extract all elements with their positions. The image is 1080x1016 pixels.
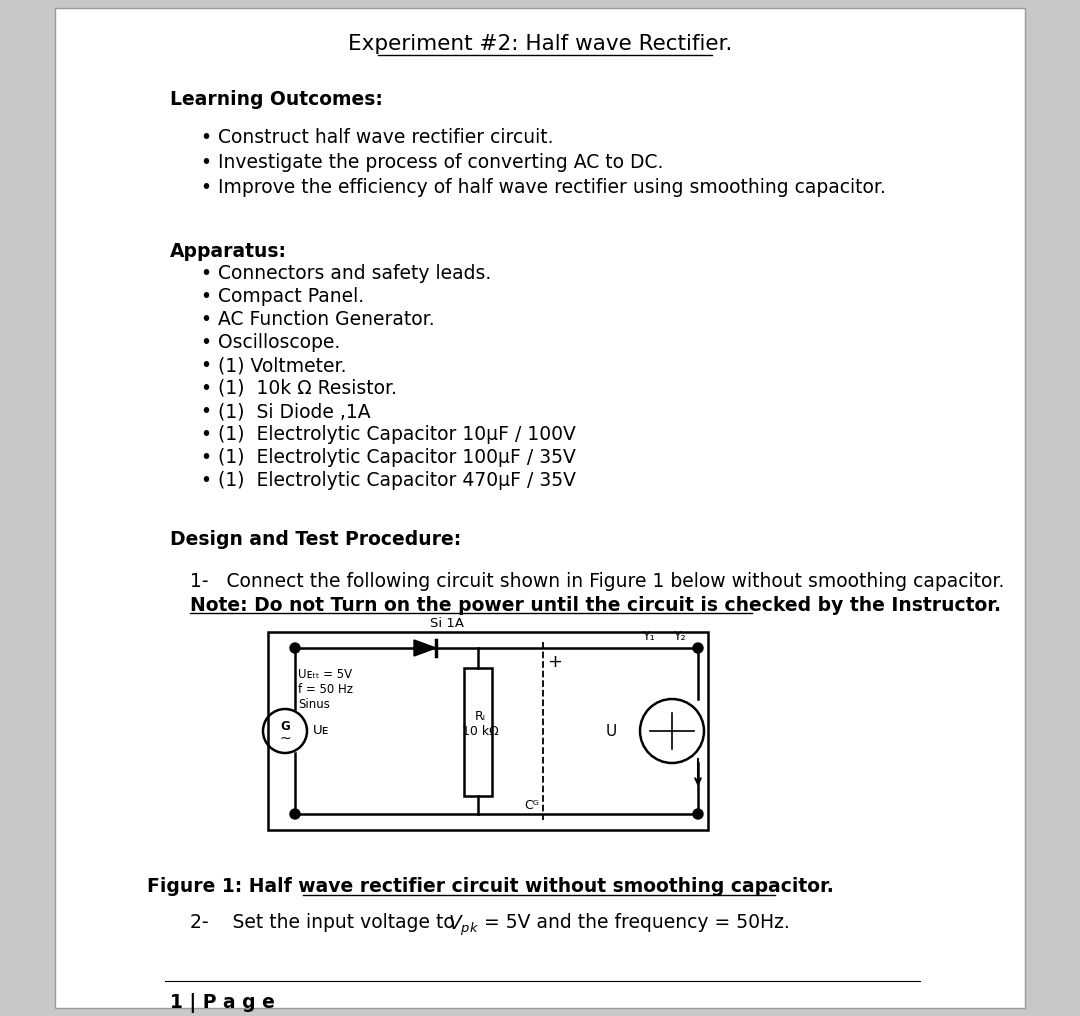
Text: Improve the efficiency of half wave rectifier using smoothing capacitor.: Improve the efficiency of half wave rect… [218, 178, 886, 197]
Bar [464, 668, 492, 796]
Text: Connectors and safety leads.: Connectors and safety leads. [218, 264, 491, 283]
Bar [55, 8, 1025, 1008]
Text: •: • [200, 128, 211, 147]
Text: (1)  Electrolytic Capacitor 470μF / 35V: (1) Electrolytic Capacitor 470μF / 35V [218, 471, 576, 490]
Text: Apparatus:: Apparatus: [170, 242, 287, 261]
Text: Si 1A: Si 1A [430, 617, 464, 630]
Bar [268, 632, 708, 830]
Text: (1)  Si Diode ,1A: (1) Si Diode ,1A [218, 402, 370, 421]
Text: •: • [200, 356, 211, 375]
Text: = 5V and the frequency = 50Hz.: = 5V and the frequency = 50Hz. [478, 913, 789, 932]
Text: Uᴇₜₜ = 5V
f = 50 Hz
Sinus: Uᴇₜₜ = 5V f = 50 Hz Sinus [298, 668, 353, 711]
Text: Y₂: Y₂ [674, 630, 687, 643]
Text: $V_{pk}$: $V_{pk}$ [448, 914, 480, 939]
Text: Design and Test Procedure:: Design and Test Procedure: [170, 530, 461, 549]
Text: •: • [200, 425, 211, 444]
Text: •: • [200, 448, 211, 467]
Text: 1-   Connect the following circuit shown in Figure 1 below without smoothing cap: 1- Connect the following circuit shown i… [190, 572, 1004, 591]
Text: 1 | P a g e: 1 | P a g e [170, 993, 275, 1013]
Text: Cᴳ: Cᴳ [524, 799, 539, 812]
Text: Note: Do not Turn on the power until the circuit is checked by the Instructor.: Note: Do not Turn on the power until the… [190, 596, 1001, 615]
Text: Y₁: Y₁ [644, 630, 656, 643]
Circle shape [291, 643, 300, 653]
Text: •: • [200, 402, 211, 421]
Text: •: • [200, 178, 211, 197]
Text: +: + [546, 653, 562, 671]
Text: Investigate the process of converting AC to DC.: Investigate the process of converting AC… [218, 153, 663, 172]
Text: Experiment #2: Half wave Rectifier.: Experiment #2: Half wave Rectifier. [348, 34, 732, 54]
Text: •: • [200, 287, 211, 306]
Text: (1)  Electrolytic Capacitor 100μF / 35V: (1) Electrolytic Capacitor 100μF / 35V [218, 448, 576, 467]
Text: 2-    Set the input voltage to: 2- Set the input voltage to [190, 913, 461, 932]
Text: Learning Outcomes:: Learning Outcomes: [170, 90, 383, 109]
Circle shape [291, 809, 300, 819]
Text: •: • [200, 333, 211, 352]
Text: Compact Panel.: Compact Panel. [218, 287, 364, 306]
Text: •: • [200, 264, 211, 283]
Text: G: G [280, 719, 289, 733]
Text: (1)  10k Ω Resistor.: (1) 10k Ω Resistor. [218, 379, 397, 398]
Text: (1) Voltmeter.: (1) Voltmeter. [218, 356, 347, 375]
Text: Oscilloscope.: Oscilloscope. [218, 333, 340, 352]
Text: Construct half wave rectifier circuit.: Construct half wave rectifier circuit. [218, 128, 554, 147]
Text: Figure 1: Half wave rectifier circuit without smoothing capacitor.: Figure 1: Half wave rectifier circuit wi… [147, 877, 834, 896]
Circle shape [693, 643, 703, 653]
Text: Uᴇ: Uᴇ [313, 724, 329, 738]
Polygon shape [414, 640, 436, 656]
Text: Rₗ
10 kΩ: Rₗ 10 kΩ [461, 710, 498, 738]
Text: •: • [200, 310, 211, 329]
Text: ~: ~ [280, 732, 291, 746]
Text: U⁤: U⁤ [606, 723, 618, 739]
Text: (1)  Electrolytic Capacitor 10μF / 100V: (1) Electrolytic Capacitor 10μF / 100V [218, 425, 576, 444]
Circle shape [693, 809, 703, 819]
Text: •: • [200, 153, 211, 172]
Text: AC Function Generator.: AC Function Generator. [218, 310, 434, 329]
Text: •: • [200, 379, 211, 398]
Text: •: • [200, 471, 211, 490]
